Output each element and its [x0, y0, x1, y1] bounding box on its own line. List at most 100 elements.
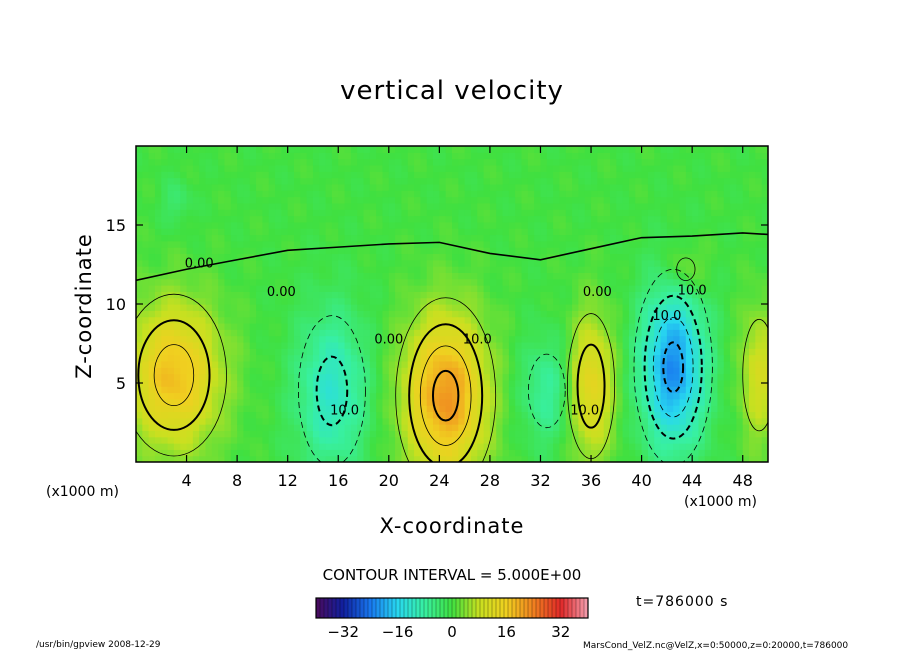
heatmap-cell — [458, 253, 466, 261]
heatmap-cell — [635, 209, 643, 217]
heatmap-cell — [180, 304, 188, 311]
heatmap-cell — [268, 417, 276, 425]
heatmap-cell — [199, 354, 207, 362]
heatmap-cell — [167, 196, 175, 204]
heatmap-cell — [452, 209, 459, 217]
heatmap-cell — [350, 278, 358, 286]
heatmap-cell — [205, 152, 213, 160]
heatmap-cell — [730, 158, 737, 166]
heatmap-cell — [559, 209, 567, 217]
heatmap-cell — [641, 196, 649, 204]
heatmap-cell — [148, 379, 156, 387]
heatmap-cell — [679, 455, 687, 462]
heatmap-cell — [458, 266, 466, 273]
heatmap-cell — [717, 392, 725, 400]
heatmap-cell — [294, 373, 301, 381]
heatmap-cell — [186, 417, 194, 425]
heatmap-cell — [344, 285, 352, 292]
heatmap-cell — [647, 335, 655, 343]
heatmap-cell — [527, 202, 535, 210]
heatmap-cell — [553, 158, 561, 166]
heatmap-cell — [742, 367, 750, 375]
heatmap-cell — [426, 259, 434, 267]
heatmap-cell — [704, 322, 712, 330]
heatmap-cell — [647, 272, 655, 280]
heatmap-cell — [673, 234, 681, 242]
heatmap-cell — [673, 398, 681, 406]
heatmap-cell — [420, 266, 428, 273]
heatmap-cell — [199, 341, 207, 349]
heatmap-cell — [685, 430, 693, 438]
heatmap-cell — [483, 436, 491, 444]
heatmap-cell — [338, 449, 346, 457]
heatmap-cell — [553, 304, 561, 311]
heatmap-cell — [755, 253, 763, 261]
heatmap-cell — [534, 430, 542, 438]
heatmap-cell — [199, 234, 207, 242]
heatmap-cell — [211, 240, 219, 248]
heatmap-cell — [635, 285, 643, 292]
heatmap-cell — [723, 190, 731, 198]
heatmap-cell — [641, 146, 649, 153]
heatmap-cell — [237, 259, 245, 267]
heatmap-cell — [401, 405, 409, 413]
heatmap-cell — [142, 379, 150, 387]
heatmap-cell — [407, 247, 415, 255]
heatmap-cell — [136, 202, 143, 210]
heatmap-cell — [395, 209, 403, 217]
heatmap-cell — [565, 266, 573, 273]
heatmap-cell — [230, 348, 238, 356]
heatmap-cell — [237, 183, 245, 191]
heatmap-cell — [584, 240, 592, 248]
heatmap-cell — [559, 411, 567, 419]
heatmap-cell — [275, 164, 282, 172]
heatmap-cell — [540, 316, 548, 324]
heatmap-cell — [483, 411, 491, 419]
heatmap-cell — [167, 152, 175, 160]
heatmap-cell — [243, 158, 251, 166]
heatmap-cell — [527, 171, 535, 179]
heatmap-cell — [521, 398, 529, 406]
heatmap-cell — [761, 158, 768, 166]
heatmap-cell — [154, 310, 162, 318]
heatmap-cell — [641, 177, 649, 185]
heatmap-cell — [565, 322, 573, 330]
heatmap-cell — [199, 310, 207, 318]
heatmap-cell — [666, 304, 674, 311]
heatmap-cell — [508, 335, 516, 343]
heatmap-cell — [660, 164, 668, 172]
heatmap-cell — [502, 348, 510, 356]
heatmap-cell — [692, 455, 700, 462]
heatmap-cell — [237, 316, 245, 324]
heatmap-cell — [294, 304, 301, 311]
heatmap-cell — [294, 386, 301, 394]
heatmap-cell — [559, 177, 567, 185]
heatmap-cell — [154, 152, 162, 160]
heatmap-cell — [414, 304, 421, 311]
heatmap-cell — [704, 190, 712, 198]
heatmap-cell — [685, 228, 693, 236]
heatmap-cell — [470, 411, 478, 419]
heatmap-cell — [540, 341, 548, 349]
heatmap-cell — [628, 335, 636, 343]
heatmap-cell — [730, 240, 737, 248]
heatmap-cell — [350, 310, 358, 318]
heatmap-cell — [249, 183, 257, 191]
heatmap-cell — [730, 405, 737, 413]
heatmap-cell — [717, 228, 725, 236]
heatmap-cell — [319, 348, 327, 356]
heatmap-cell — [628, 386, 636, 394]
heatmap-cell — [331, 405, 339, 413]
heatmap-cell — [186, 158, 194, 166]
heatmap-cell — [331, 373, 339, 381]
heatmap-cell — [679, 304, 687, 311]
heatmap-cell — [445, 316, 453, 324]
heatmap-cell — [407, 215, 415, 223]
heatmap-cell — [281, 436, 289, 444]
heatmap-cell — [603, 190, 611, 198]
heatmap-cell — [616, 285, 624, 292]
heatmap-cell — [546, 335, 554, 343]
heatmap-cell — [180, 386, 188, 394]
heatmap-cell — [401, 209, 409, 217]
heatmap-cell — [363, 392, 371, 400]
